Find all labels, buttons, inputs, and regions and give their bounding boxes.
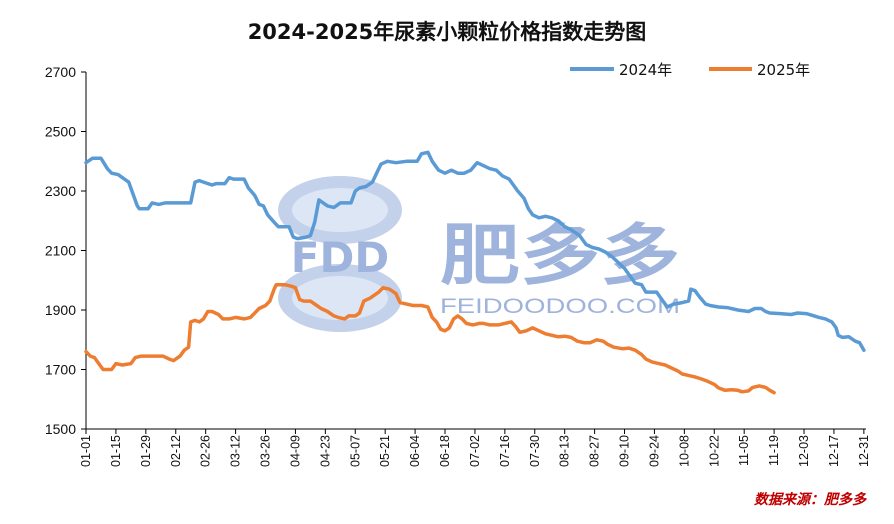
series-lines [84,150,866,395]
x-tick-label: 06-04 [408,435,422,467]
x-tick-label: 08-13 [558,435,572,467]
x-tick-label: 11-05 [737,435,751,466]
chart-title: 2024-2025年尿素小颗粒价格指数走势图 [248,20,647,44]
y-tick-label: 2100 [45,243,76,259]
x-tick-label: 07-30 [528,435,542,467]
x-tick-label: 07-16 [498,435,512,467]
x-tick-label: 04-23 [318,435,332,467]
legend-label-2024: 2024年 [619,61,672,79]
x-tick-label: 10-08 [677,435,691,467]
x-tick-label: 07-02 [468,435,482,467]
legend-label-2025: 2025年 [757,61,810,79]
legend: 2024年 2025年 [570,61,810,79]
y-tick-label: 1500 [45,421,76,437]
watermark-logo-text: FDD [291,233,389,282]
watermark-url-text: FEIDOODOO.COM [440,295,680,318]
watermark: FDD 肥多多 FEIDOODOO.COM [278,176,680,332]
x-tick-label: 01-01 [79,435,93,467]
x-tick-label: 06-18 [438,435,452,467]
x-tick-label: 09-24 [647,435,661,467]
series-line-2025 [84,282,776,395]
x-tick-label: 10-22 [707,435,721,467]
y-tick-label: 2300 [45,183,76,199]
y-axis-ticks: 1500 1700 1900 2100 2300 2500 2700 [45,64,86,437]
x-tick-label: 02-12 [169,435,183,467]
x-tick-label: 12-31 [857,435,871,467]
x-tick-label: 03-12 [229,435,243,467]
x-tick-label: 01-29 [139,435,153,467]
watermark-brand-text: 肥多多 [440,217,680,294]
y-tick-label: 1700 [45,362,76,378]
x-tick-label: 09-10 [618,435,632,467]
data-source: 数据来源：肥多多 [754,491,867,508]
x-tick-label: 04-09 [288,435,302,467]
x-tick-label: 12-17 [827,435,841,467]
y-tick-label: 2700 [45,64,76,80]
x-tick-label: 05-07 [348,435,362,467]
series-line-2024 [84,150,866,352]
x-tick-label: 08-27 [588,435,602,467]
x-tick-label: 12-03 [797,435,811,467]
y-tick-label: 1900 [45,302,76,318]
x-tick-label: 02-26 [199,435,213,467]
x-tick-label: 11-19 [767,435,781,466]
x-tick-label: 05-21 [378,435,392,467]
fdd-logo-icon [278,176,402,332]
x-tick-label: 01-15 [109,435,123,467]
y-tick-label: 2500 [45,124,76,140]
x-tick-label: 03-26 [259,435,273,467]
x-axis-ticks: 01-01 01-15 01-29 02-12 02-26 03-12 03-26 04-09… [79,429,871,467]
